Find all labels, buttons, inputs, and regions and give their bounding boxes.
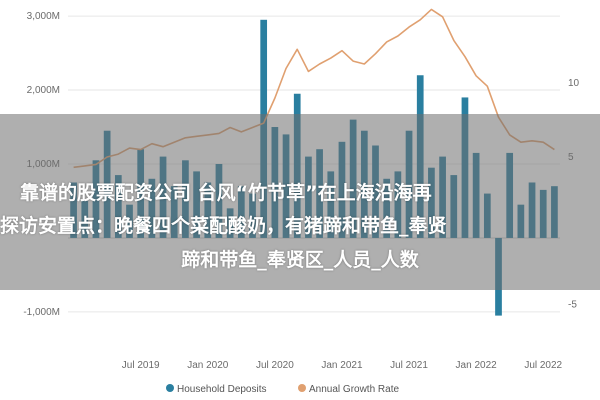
- right-tick-label: 10: [568, 78, 580, 89]
- overlay-line-2[interactable]: 探访安置点：晚餐四个菜配酸奶，有猪蹄和带鱼_奉贤: [0, 215, 447, 237]
- x-tick-label: Jul 2020: [256, 360, 294, 371]
- overlay-line-1[interactable]: 靠谱的股票配资公司 台风“竹节草”在上海沿海再: [20, 182, 432, 204]
- legend-growth-marker: [298, 384, 306, 392]
- x-tick-label: Jul 2019: [122, 360, 160, 371]
- left-tick-label: 3,000M: [27, 11, 60, 22]
- x-tick-label: Jul 2021: [390, 360, 428, 371]
- x-tick-label: Jul 2022: [524, 360, 562, 371]
- overlay-line-3[interactable]: 蹄和带鱼_奉贤区_人员_人数: [181, 249, 419, 271]
- x-tick-label: Jan 2021: [321, 360, 363, 371]
- legend-growth-label: Annual Growth Rate: [309, 384, 399, 395]
- x-tick-label: Jan 2020: [187, 360, 229, 371]
- right-tick-label: -5: [568, 300, 577, 311]
- x-axis-ticks: Jul 2019 Jan 2020 Jul 2020 Jan 2021 Jul 2021…: [122, 360, 563, 371]
- legend: Household Deposits Annual Growth Rate: [166, 384, 399, 395]
- headline-overlay: 靠谱的股票配资公司 台风“竹节草”在上海沿海再 探访安置点：晚餐四个菜配酸奶，有…: [0, 114, 600, 290]
- legend-household-label: Household Deposits: [177, 384, 267, 395]
- x-tick-label: Jan 2022: [456, 360, 498, 371]
- legend-household-marker: [166, 384, 174, 392]
- left-tick-label: -1,000M: [23, 307, 60, 318]
- left-tick-label: 2,000M: [27, 85, 60, 96]
